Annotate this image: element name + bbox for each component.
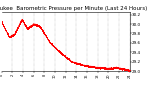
Title: Milwaukee  Barometric Pressure per Minute (Last 24 Hours): Milwaukee Barometric Pressure per Minute… bbox=[0, 6, 147, 11]
